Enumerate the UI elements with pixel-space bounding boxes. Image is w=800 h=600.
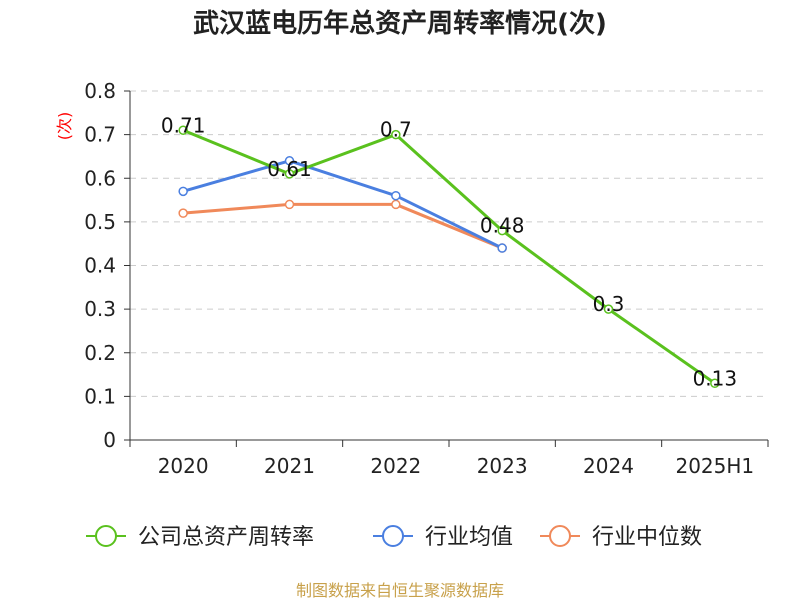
y-tick-label: 0 — [103, 428, 116, 452]
data-point — [497, 225, 507, 236]
legend-marker — [549, 525, 571, 547]
x-tick-label: 2023 — [477, 454, 528, 478]
x-tick-label: 2022 — [370, 454, 421, 478]
data-point — [391, 129, 401, 140]
source-note: 制图数据来自恒生聚源数据库 — [296, 581, 504, 600]
legend-marker — [95, 525, 117, 547]
series-layer — [178, 125, 720, 389]
legend-label: 行业均值 — [425, 525, 513, 550]
y-tick-label: 0.6 — [84, 166, 116, 190]
series-line — [182, 159, 503, 250]
x-tick-label: 2020 — [158, 454, 209, 478]
data-point — [284, 156, 295, 166]
gridlines — [130, 90, 768, 397]
data-point — [284, 199, 295, 210]
series-0 — [178, 125, 720, 389]
legend-item-0: 公司总资产周转率 — [86, 525, 314, 550]
y-axis-unit-label: (次) — [55, 112, 74, 141]
x-tick-label: 2021 — [264, 454, 315, 478]
y-tick-label: 0.2 — [84, 341, 116, 365]
x-tick-label: 2025H1 — [675, 454, 754, 478]
y-tick-label: 0.7 — [84, 123, 116, 147]
y-tick-label: 0.4 — [84, 254, 116, 278]
data-point — [391, 199, 401, 210]
series-1 — [178, 156, 507, 253]
data-point — [284, 169, 295, 179]
data-label: 0.61 — [267, 157, 312, 181]
legend-marker — [382, 525, 404, 547]
legend-label: 行业中位数 — [592, 525, 702, 550]
y-tick-label: 0.1 — [84, 384, 116, 408]
data-label: 0.3 — [593, 292, 625, 316]
data-point — [710, 378, 720, 389]
data-point — [178, 208, 188, 218]
data-point — [391, 190, 401, 201]
data-point — [497, 243, 507, 253]
data-point — [178, 186, 188, 197]
data-label: 0.13 — [693, 366, 738, 390]
legend-label: 公司总资产周转率 — [138, 525, 314, 550]
data-label: 0.71 — [161, 113, 206, 137]
legend-item-2: 行业中位数 — [540, 525, 702, 550]
data-point — [603, 304, 614, 314]
data-label: 0.48 — [480, 214, 525, 238]
series-line — [182, 128, 716, 385]
data-point — [178, 125, 188, 136]
legend-item-1: 行业均值 — [373, 525, 513, 550]
y-tick-label: 0.3 — [84, 297, 116, 321]
data-label: 0.7 — [380, 118, 412, 142]
y-tick-label: 0.5 — [84, 210, 116, 234]
y-tick-label: 0.8 — [84, 79, 116, 103]
series-line — [183, 202, 503, 250]
chart-title: 武汉蓝电历年总资产周转率情况(次) — [193, 8, 607, 39]
axes: 0 0.1 0.2 0.3 0.4 0.5 0.6 0.7 0.8 2020 2021 2022 202… — [84, 79, 769, 478]
x-tick-label: 2024 — [583, 454, 634, 478]
legend: 公司总资产周转率 行业均值 行业中位数 — [86, 525, 702, 550]
data-labels: 0.71 0.61 0.7 0.48 0.3 0.13 — [161, 113, 737, 390]
